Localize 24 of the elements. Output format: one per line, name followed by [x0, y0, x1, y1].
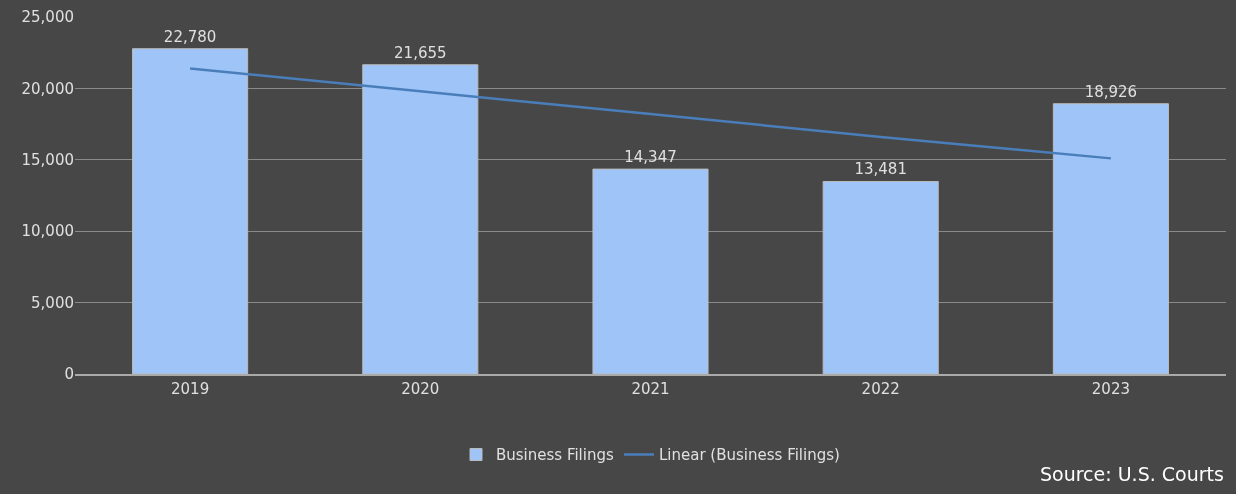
data-label: 18,926 — [1084, 82, 1138, 101]
data-label: 21,655 — [394, 43, 447, 62]
bar — [592, 168, 709, 374]
bar — [362, 64, 479, 374]
legend-label: Linear (Business Filings) — [658, 446, 840, 465]
bar — [822, 180, 939, 374]
data-label: 22,780 — [163, 27, 217, 46]
y-tick-label: 5,000 — [31, 293, 74, 312]
legend-label: Business Filings — [496, 446, 614, 465]
y-tick-label: 10,000 — [21, 222, 74, 241]
data-label: 13,481 — [854, 160, 907, 179]
source-note: Source: U.S. Courts — [1040, 463, 1224, 485]
x-tick-label: 2022 — [861, 380, 900, 398]
y-tick-label: 20,000 — [21, 79, 74, 98]
data-label: 14,347 — [624, 148, 677, 167]
bar — [132, 48, 249, 374]
y-tick-label: 0 — [64, 365, 74, 384]
x-tick-label: 2020 — [401, 380, 440, 398]
bar — [1052, 103, 1169, 374]
x-tick-label: 2019 — [171, 380, 210, 398]
y-tick-label: 25,000 — [21, 8, 74, 27]
x-tick-label: 2023 — [1091, 380, 1130, 398]
x-tick-label: 2021 — [631, 380, 670, 398]
y-tick-label: 15,000 — [21, 151, 74, 170]
